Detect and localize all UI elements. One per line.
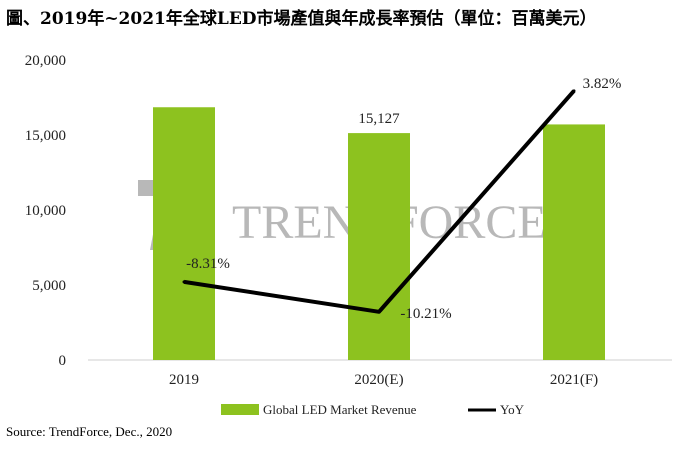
source-note: Source: TrendForce, Dec., 2020 <box>6 424 173 439</box>
bar-2020e <box>348 133 410 360</box>
y-tick-label: 15,000 <box>25 128 66 144</box>
legend: Global LED Market Revenue YoY <box>221 402 525 417</box>
yoy-data-label: 3.82% <box>583 76 622 92</box>
yoy-point <box>572 89 576 93</box>
y-tick-label: 20,000 <box>25 53 66 69</box>
y-tick-label: 10,000 <box>25 203 66 219</box>
yoy-line-series <box>182 89 576 314</box>
x-axis-ticks: 2019 2020(E) 2021(F) <box>169 372 598 388</box>
legend-label-yoy: YoY <box>500 402 525 417</box>
legend-label-revenue: Global LED Market Revenue <box>263 402 417 417</box>
yoy-point <box>182 280 186 284</box>
y-tick-label: 5,000 <box>32 278 66 294</box>
chart-title: 圖、2019年~2021年全球LED市場產值與年成長率預估（單位：百萬美元） <box>6 9 597 29</box>
x-tick-label: 2021(F) <box>550 372 598 388</box>
bar-2019 <box>153 107 215 360</box>
bar-2021f <box>543 124 605 360</box>
y-tick-label: 0 <box>59 353 67 369</box>
legend-swatch-revenue <box>221 404 259 415</box>
yoy-data-label: -10.21% <box>400 306 451 322</box>
yoy-point <box>377 310 381 314</box>
x-tick-label: 2019 <box>169 372 199 388</box>
y-axis-ticks: 0 5,000 10,000 15,000 20,000 <box>25 53 66 369</box>
bar-series <box>153 107 605 360</box>
bar-data-label: 15,127 <box>358 111 400 127</box>
data-labels: 15,127 -8.31% -10.21% 3.82% <box>186 76 621 322</box>
yoy-data-label: -8.31% <box>186 256 230 272</box>
x-tick-label: 2020(E) <box>354 372 403 388</box>
